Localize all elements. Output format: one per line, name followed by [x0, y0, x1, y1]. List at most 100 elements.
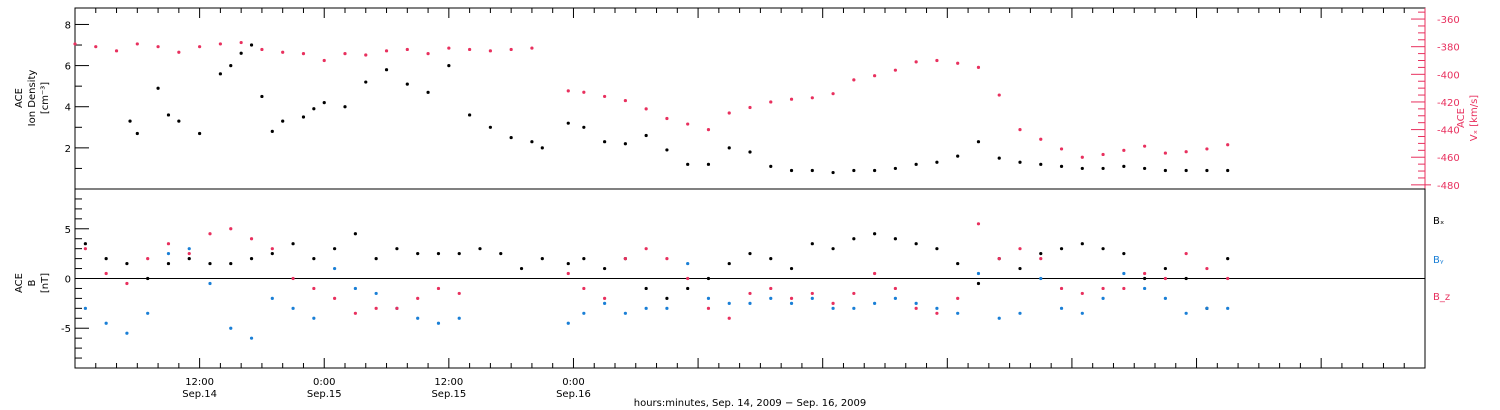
legend-bz: B_z — [1433, 292, 1450, 303]
top-data-point — [301, 51, 306, 56]
field-data-point — [229, 326, 233, 330]
top-data-point — [343, 105, 347, 109]
velocity-axis: -360 -380 -400 -420 -440 -460 -480 — [1411, 8, 1460, 192]
field-data-point — [104, 321, 108, 325]
field-data-point — [229, 227, 233, 231]
field-data-point — [312, 316, 316, 320]
top-data-point — [914, 162, 918, 166]
field-data-point — [395, 247, 399, 251]
top-data-point — [566, 89, 570, 93]
field-data-point — [727, 301, 731, 305]
top-data-point — [665, 148, 669, 152]
field-data-point — [1059, 247, 1064, 251]
magnetic-field-panel: 50-5 12:00Sep.140:00Sep.1512:00Sep.150:0… — [14, 188, 1450, 400]
top-data-point — [426, 51, 430, 56]
field-data-point — [1122, 271, 1126, 276]
top-data-point — [1039, 162, 1043, 166]
field-label-line2: B — [27, 279, 38, 286]
top-data-point — [1163, 168, 1167, 173]
top-data-point — [956, 154, 960, 158]
field-data-point — [727, 261, 731, 266]
density-tick-label: 4 — [65, 103, 71, 114]
field-data-point — [1018, 311, 1022, 315]
field-data-point — [914, 301, 918, 305]
top-data-point — [468, 47, 472, 52]
field-data-point — [125, 261, 129, 266]
top-data-point — [1226, 143, 1230, 147]
top-data-point — [852, 168, 856, 173]
field-data-point — [665, 257, 669, 261]
top-data-point — [1205, 168, 1209, 173]
field-data-point — [873, 232, 877, 236]
field-data-point — [566, 271, 570, 276]
top-data-point — [530, 140, 534, 144]
field-data-point — [1059, 286, 1064, 291]
field-data-point — [873, 271, 877, 276]
field-data-point — [83, 247, 87, 251]
velocity-tick-label: -440 — [1437, 126, 1460, 137]
field-data-point — [769, 296, 773, 300]
field-data-point — [893, 296, 897, 300]
velocity-label-line1: ACE — [1456, 108, 1467, 128]
field-data-point — [187, 257, 191, 261]
field-data-point — [187, 247, 191, 251]
time-tick-label: 12:00 — [185, 377, 214, 388]
top-data-point — [156, 86, 160, 90]
field-data-point — [582, 311, 586, 315]
velocity-tick-label: -420 — [1437, 98, 1460, 109]
top-data-point — [644, 133, 648, 138]
x-axis-title: hours:minutes, Sep. 14, 2009 − Sep. 16, … — [634, 398, 867, 409]
field-data-point — [769, 286, 773, 291]
top-data-point — [789, 97, 794, 101]
top-data-point — [582, 125, 586, 129]
field-data-point — [1080, 242, 1084, 246]
top-data-point — [73, 42, 77, 46]
top-data-point — [218, 42, 222, 46]
time-tick-label: Sep.14 — [182, 389, 217, 400]
top-data-point — [789, 168, 794, 173]
top-data-point — [509, 47, 513, 52]
legend-bx: Bₓ — [1433, 216, 1444, 227]
top-data-point — [1059, 164, 1064, 168]
field-data-point — [353, 311, 357, 315]
top-data-point — [384, 49, 389, 53]
field-data-point — [582, 286, 586, 291]
top-data-point — [1184, 150, 1188, 154]
top-data-point — [686, 162, 690, 166]
field-data-point — [416, 316, 420, 320]
field-data-point — [1080, 291, 1084, 296]
density-tick-label: 8 — [65, 20, 71, 31]
top-data-point — [1143, 166, 1147, 171]
top-data-point — [706, 127, 711, 132]
top-data-point — [748, 105, 752, 110]
field-data-point — [748, 291, 752, 296]
field-data-point — [374, 257, 378, 261]
top-data-point — [114, 49, 119, 53]
field-data-point — [1226, 257, 1230, 261]
field-data-point — [665, 306, 669, 310]
top-data-point — [135, 131, 139, 136]
top-data-point — [1080, 166, 1084, 171]
top-data-point — [249, 43, 254, 47]
field-data-point — [499, 252, 503, 256]
top-data-point — [1101, 166, 1105, 171]
velocity-label-line2: Vₓ [km/s] — [1469, 95, 1480, 141]
field-data-point — [997, 316, 1001, 320]
top-data-point — [312, 107, 316, 111]
top-data-point — [893, 166, 897, 171]
top-data-point — [177, 50, 181, 54]
field-data-point — [1101, 286, 1105, 291]
top-data-point — [322, 58, 326, 63]
field-data-point — [1163, 266, 1167, 271]
top-data-point — [364, 53, 368, 57]
field-data-point — [291, 306, 295, 310]
top-data-point — [686, 122, 690, 126]
density-tick-label: 2 — [65, 144, 71, 155]
density-tick-label: 6 — [65, 62, 71, 73]
field-data-point — [1184, 252, 1188, 256]
field-data-point — [956, 311, 960, 315]
field-data-point — [312, 286, 316, 291]
top-data-point — [1205, 147, 1209, 151]
field-data-point — [416, 252, 420, 256]
top-data-point — [322, 101, 326, 105]
